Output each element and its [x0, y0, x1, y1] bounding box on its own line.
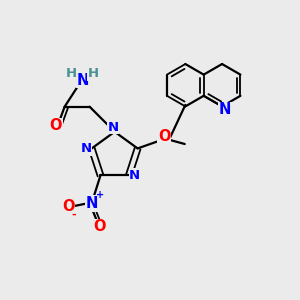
Text: N: N	[77, 73, 89, 88]
Text: O: O	[50, 118, 62, 134]
Text: N: N	[219, 103, 231, 118]
Text: N: N	[108, 121, 119, 134]
Text: +: +	[96, 190, 104, 200]
Text: N: N	[129, 169, 140, 182]
Text: -: -	[71, 210, 76, 220]
Text: O: O	[93, 219, 105, 234]
Text: H: H	[88, 67, 99, 80]
Text: N: N	[85, 196, 98, 211]
Text: O: O	[158, 129, 170, 144]
Text: H: H	[66, 67, 77, 80]
Text: O: O	[62, 199, 74, 214]
Text: N: N	[80, 142, 92, 155]
